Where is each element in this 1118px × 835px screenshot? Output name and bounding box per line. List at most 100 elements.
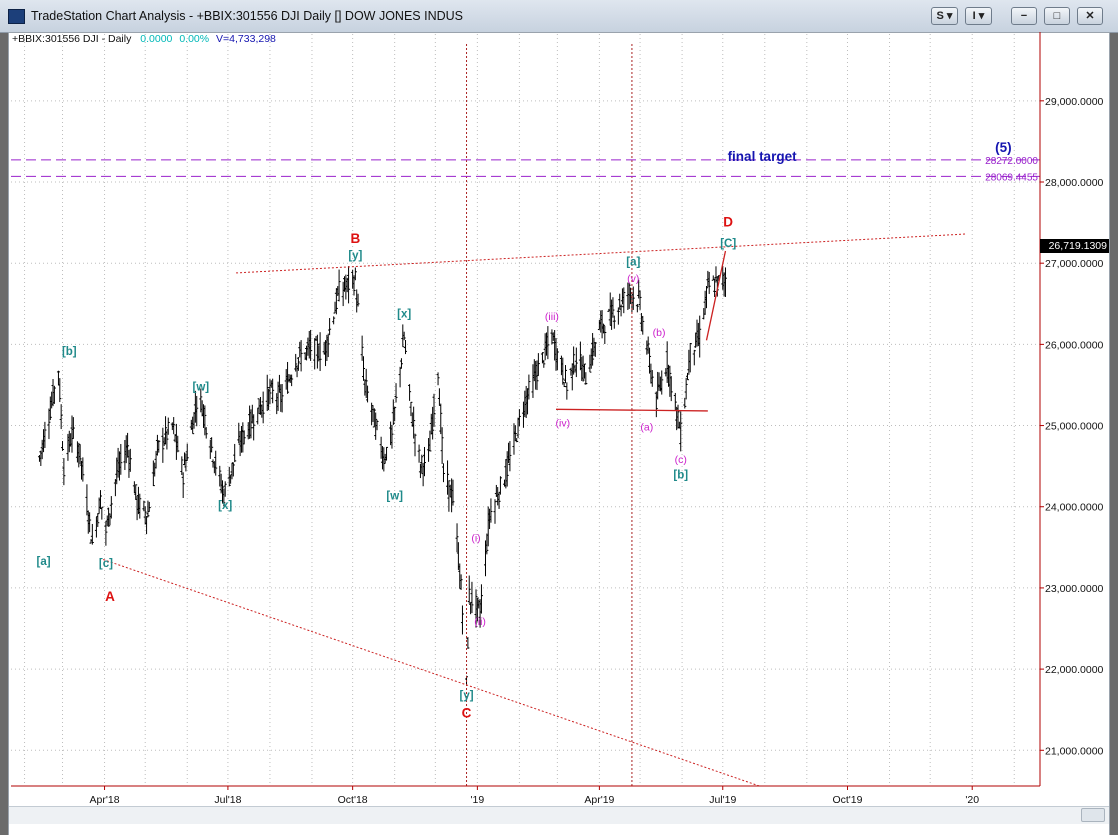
wave-label: [a] xyxy=(626,257,640,269)
ohlc-bar xyxy=(422,446,426,477)
ohlc-bar xyxy=(581,355,585,382)
ohlc-bar xyxy=(393,406,397,422)
ohlc-bar xyxy=(611,297,615,318)
ohlc-bar xyxy=(431,406,435,440)
ohlc-bar xyxy=(455,523,459,553)
ohlc-bar xyxy=(326,333,330,358)
wave-label: B xyxy=(350,231,360,246)
ohlc-bar xyxy=(409,401,413,417)
ohlc-bar xyxy=(203,405,207,436)
ohlc-bar xyxy=(48,396,52,421)
ohlc-bar xyxy=(686,372,690,381)
ohlc-bar xyxy=(555,348,559,371)
ohlc-bar xyxy=(404,340,408,355)
horizontal-scrollbar[interactable] xyxy=(9,806,1109,824)
ohlc-bar xyxy=(181,472,185,499)
price-bars xyxy=(37,265,727,686)
i-menu-button[interactable]: I ▾ xyxy=(965,7,992,25)
ohlc-bar xyxy=(627,282,631,309)
close-button[interactable]: ✕ xyxy=(1077,7,1103,25)
ohlc-bar xyxy=(313,338,317,370)
ohlc-bar xyxy=(704,286,708,309)
ohlc-bar xyxy=(497,492,501,509)
minimize-button[interactable]: − xyxy=(1011,7,1037,25)
ohlc-bar xyxy=(104,521,108,546)
ohlc-bar xyxy=(439,403,443,435)
ohlc-bar xyxy=(252,414,256,441)
ohlc-bar xyxy=(334,288,338,315)
ohlc-bar xyxy=(441,463,445,483)
ohlc-bar xyxy=(412,406,416,439)
ohlc-bar xyxy=(654,391,658,418)
ohlc-bar xyxy=(164,416,168,445)
target-level-label: 28272.0000 xyxy=(985,156,1038,167)
symbol-info-line: +BBIX:301556 DJI - Daily 0.0000 0.00% V=… xyxy=(12,33,276,45)
ohlc-bar xyxy=(440,427,444,464)
ohlc-bar xyxy=(688,342,692,373)
chart-area[interactable] xyxy=(8,32,1110,835)
wave-label: [y] xyxy=(348,250,362,262)
ohlc-bar xyxy=(584,372,588,385)
maximize-button[interactable]: □ xyxy=(1044,7,1070,25)
wave-label: (iii) xyxy=(545,311,559,323)
ohlc-bar xyxy=(475,597,479,622)
ohlc-bar xyxy=(96,513,100,528)
ohlc-bar xyxy=(588,354,592,373)
wave-label: (a) xyxy=(640,421,653,433)
wave-label: (i) xyxy=(471,533,480,545)
ohlc-bar xyxy=(669,376,673,402)
ohlc-bar xyxy=(408,384,412,401)
ohlc-bar xyxy=(191,416,195,435)
ohlc-bar xyxy=(61,441,65,451)
ohlc-bar xyxy=(467,575,471,604)
x-tick-label: Apr'18 xyxy=(90,794,120,806)
ohlc-bar xyxy=(542,359,546,368)
app-icon xyxy=(8,9,25,24)
ohlc-bar xyxy=(142,500,146,512)
scroll-right-button[interactable] xyxy=(1081,808,1105,822)
ohlc-bar xyxy=(180,456,184,476)
ohlc-bar xyxy=(713,278,717,297)
ohlc-bar xyxy=(390,424,394,449)
ohlc-bar xyxy=(71,417,75,439)
lower-dotted-trendline xyxy=(103,559,760,787)
projection-line xyxy=(705,250,727,341)
ohlc-bar xyxy=(100,506,104,520)
ohlc-bar xyxy=(242,430,246,445)
ohlc-bar xyxy=(222,488,226,507)
ohlc-bar xyxy=(347,266,351,304)
ohlc-bar xyxy=(563,365,567,384)
ohlc-bar xyxy=(90,523,94,545)
ohlc-bar xyxy=(290,374,294,387)
ohlc-bar xyxy=(460,605,464,635)
x-tick-label: '20 xyxy=(965,794,979,806)
ohlc-bar xyxy=(707,271,711,294)
ohlc-bar xyxy=(459,574,463,590)
upper-dotted-trendline xyxy=(236,233,967,274)
y-tick-label: 27,000.0000 xyxy=(1045,258,1104,270)
wave-label: [x] xyxy=(218,500,232,512)
ohlc-bar xyxy=(128,448,132,472)
ohlc-bar xyxy=(375,420,379,431)
wave-label: [b] xyxy=(62,346,77,358)
ohlc-bar xyxy=(146,500,150,518)
symbol-label: +BBIX:301556 DJI - Daily xyxy=(12,33,132,45)
ohlc-bar xyxy=(451,479,455,506)
ohlc-bar xyxy=(436,372,440,386)
ohlc-bar xyxy=(394,383,398,403)
ohlc-bar xyxy=(271,378,275,404)
ohlc-bar xyxy=(417,444,421,463)
y-tick-label: 28,000.0000 xyxy=(1045,177,1104,189)
wave-label: C xyxy=(462,706,472,721)
s-menu-button[interactable]: S ▾ xyxy=(931,7,958,25)
wave-label: (c) xyxy=(675,454,687,466)
ohlc-bar xyxy=(52,385,56,404)
ohlc-bar xyxy=(413,433,417,457)
ohlc-bar xyxy=(309,329,313,361)
change-percent: 0.00% xyxy=(179,33,210,45)
ohlc-bar xyxy=(565,382,569,400)
ohlc-bar xyxy=(638,290,642,310)
ohlc-bar xyxy=(364,368,368,399)
ohlc-bar xyxy=(356,293,360,307)
